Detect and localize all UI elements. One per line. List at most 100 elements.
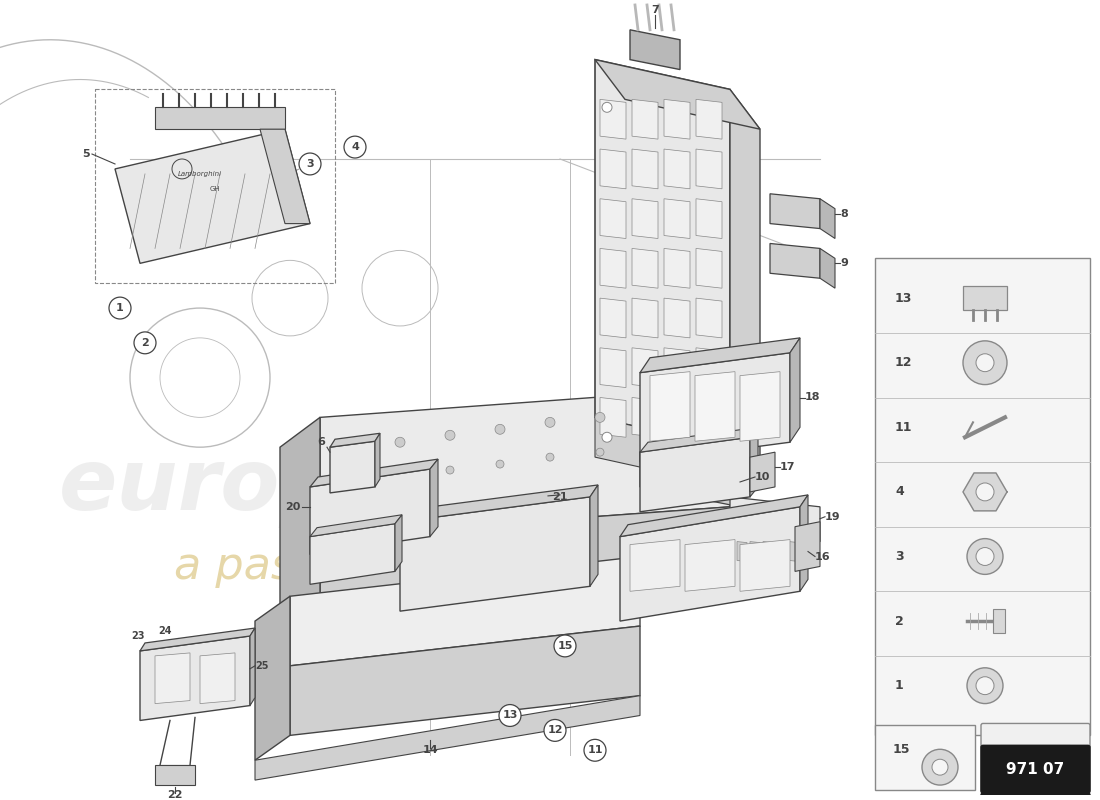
- Polygon shape: [375, 434, 379, 487]
- Text: 5: 5: [82, 149, 90, 159]
- Polygon shape: [770, 243, 820, 278]
- Circle shape: [645, 407, 654, 418]
- Circle shape: [646, 443, 654, 451]
- Polygon shape: [640, 452, 740, 507]
- Polygon shape: [140, 636, 250, 721]
- Polygon shape: [310, 459, 438, 487]
- Circle shape: [932, 759, 948, 775]
- Circle shape: [299, 153, 321, 175]
- Polygon shape: [600, 348, 626, 387]
- Circle shape: [976, 677, 994, 694]
- Polygon shape: [750, 427, 758, 497]
- Polygon shape: [200, 653, 235, 703]
- Polygon shape: [600, 149, 626, 189]
- Polygon shape: [763, 542, 773, 562]
- Polygon shape: [600, 298, 626, 338]
- Circle shape: [446, 466, 454, 474]
- Polygon shape: [737, 542, 747, 562]
- Circle shape: [344, 136, 366, 158]
- Polygon shape: [730, 497, 820, 542]
- Text: 14: 14: [422, 746, 438, 755]
- FancyBboxPatch shape: [981, 746, 1090, 793]
- Circle shape: [554, 635, 576, 657]
- Polygon shape: [255, 696, 640, 780]
- Text: 17: 17: [780, 462, 795, 472]
- Text: 11: 11: [895, 421, 913, 434]
- Text: 16: 16: [815, 551, 830, 562]
- Text: 1: 1: [117, 303, 124, 313]
- Polygon shape: [155, 653, 190, 703]
- Text: 23: 23: [132, 631, 145, 641]
- Text: 11: 11: [587, 746, 603, 755]
- FancyBboxPatch shape: [981, 793, 1090, 800]
- Text: 22: 22: [167, 790, 183, 800]
- Polygon shape: [155, 107, 285, 129]
- Text: 13: 13: [895, 292, 912, 305]
- Circle shape: [499, 705, 521, 726]
- Polygon shape: [820, 249, 835, 288]
- Circle shape: [544, 719, 566, 742]
- Polygon shape: [664, 298, 690, 338]
- Polygon shape: [600, 398, 626, 438]
- Polygon shape: [310, 469, 430, 554]
- Polygon shape: [320, 507, 730, 596]
- Polygon shape: [600, 249, 626, 288]
- Polygon shape: [330, 434, 380, 447]
- Text: 21: 21: [552, 492, 568, 502]
- Polygon shape: [260, 129, 310, 223]
- Text: 971 07: 971 07: [1005, 762, 1064, 778]
- Text: 15: 15: [558, 641, 573, 651]
- Polygon shape: [280, 418, 320, 626]
- Polygon shape: [640, 338, 800, 373]
- Polygon shape: [632, 99, 658, 139]
- Polygon shape: [790, 338, 800, 442]
- Polygon shape: [795, 522, 820, 571]
- Text: 19: 19: [825, 512, 840, 522]
- Text: europ: europ: [58, 446, 341, 529]
- Circle shape: [967, 668, 1003, 703]
- Polygon shape: [750, 452, 776, 492]
- Polygon shape: [664, 99, 690, 139]
- Polygon shape: [290, 557, 640, 666]
- Polygon shape: [290, 626, 640, 735]
- Polygon shape: [632, 298, 658, 338]
- Polygon shape: [650, 372, 690, 442]
- Text: 1: 1: [895, 679, 904, 692]
- Circle shape: [602, 102, 612, 112]
- Polygon shape: [595, 418, 730, 487]
- Polygon shape: [664, 398, 690, 438]
- Text: 4: 4: [895, 486, 904, 498]
- Text: 25: 25: [255, 661, 268, 671]
- Circle shape: [967, 538, 1003, 574]
- Polygon shape: [696, 348, 722, 387]
- Text: 9: 9: [840, 258, 848, 268]
- Circle shape: [976, 547, 994, 566]
- Text: 18: 18: [805, 393, 821, 402]
- FancyBboxPatch shape: [962, 286, 1006, 310]
- Polygon shape: [750, 542, 760, 562]
- Polygon shape: [664, 149, 690, 189]
- Text: 3: 3: [895, 550, 903, 563]
- Polygon shape: [800, 495, 808, 591]
- Circle shape: [544, 418, 556, 427]
- Text: 12: 12: [548, 726, 563, 735]
- Polygon shape: [820, 198, 835, 238]
- Polygon shape: [776, 542, 786, 562]
- Text: 20: 20: [285, 502, 300, 512]
- Text: 3: 3: [306, 159, 313, 169]
- Polygon shape: [632, 249, 658, 288]
- Polygon shape: [696, 198, 722, 238]
- Polygon shape: [310, 514, 402, 537]
- Polygon shape: [740, 372, 780, 442]
- Circle shape: [496, 460, 504, 468]
- Text: 24: 24: [158, 626, 172, 636]
- Text: 7: 7: [651, 5, 659, 15]
- Polygon shape: [664, 249, 690, 288]
- Polygon shape: [400, 485, 598, 522]
- Polygon shape: [280, 566, 730, 646]
- Text: 12: 12: [895, 356, 913, 370]
- Text: a passion: a passion: [175, 545, 385, 588]
- Text: 15: 15: [893, 743, 911, 756]
- Polygon shape: [696, 249, 722, 288]
- Text: GH: GH: [210, 186, 220, 192]
